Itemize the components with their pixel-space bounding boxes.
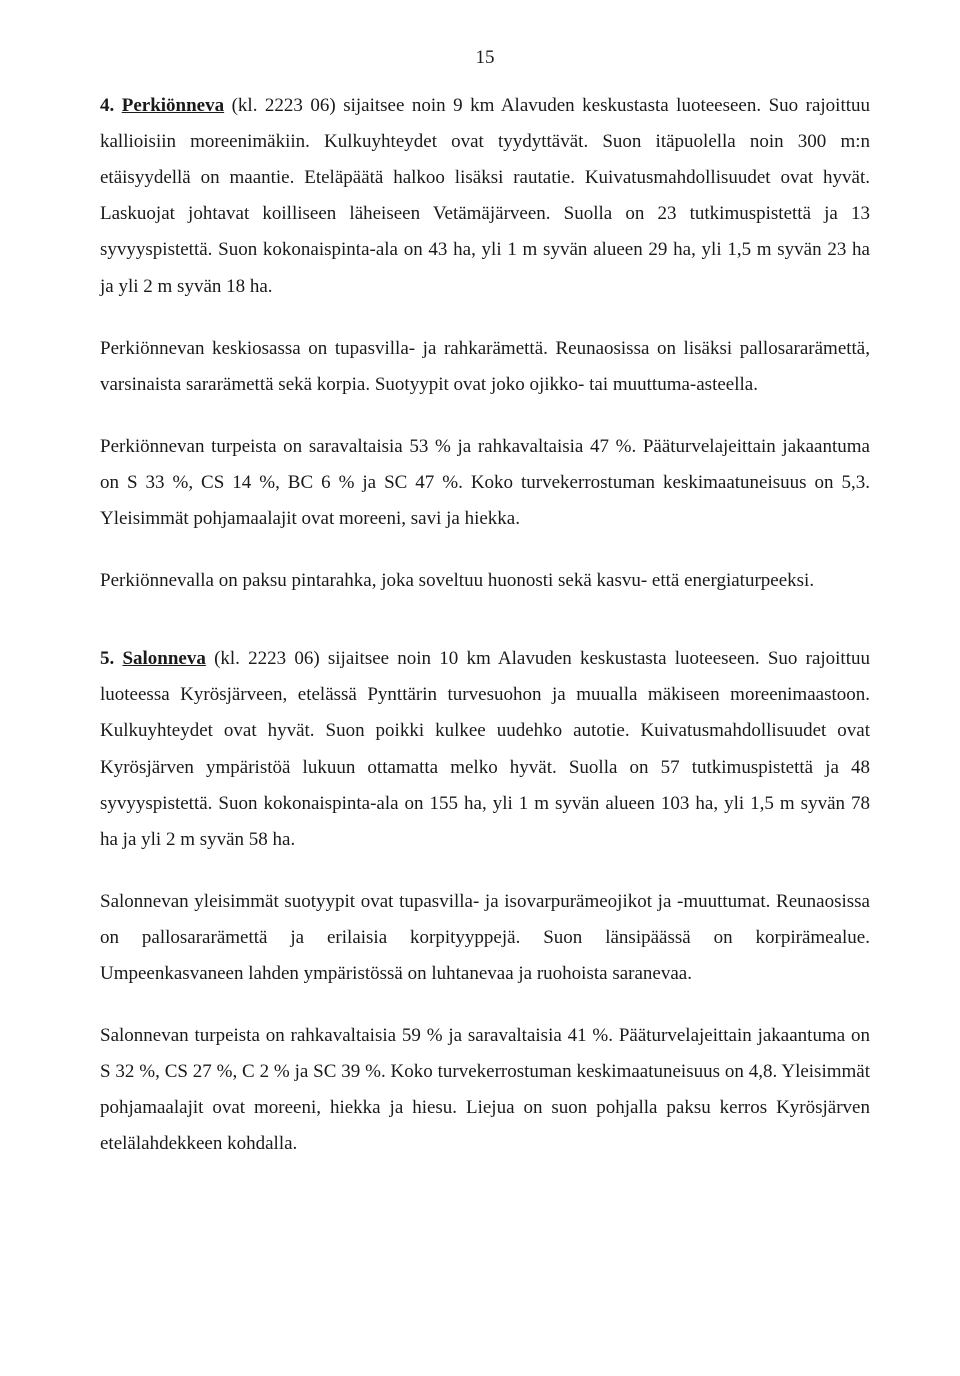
section-lead: 5. [100,648,122,669]
paragraph-text: (kl. 2223 06) sijaitsee noin 9 km Alavud… [100,95,870,296]
section-title-perkionneva: Perkiönneva [122,95,224,116]
paragraph-6: Salonnevan yleisimmät suotyypit ovat tup… [100,884,870,992]
paragraph-2: Perkiönnevan keskiosassa on tupasvilla- … [100,331,870,403]
paragraph-4: Perkiönnevalla on paksu pintarahka, joka… [100,563,870,599]
document-page: 15 4. Perkiönneva (kl. 2223 06) sijaitse… [0,0,960,1376]
section-title-salonneva: Salonneva [122,648,205,669]
paragraph-7: Salonnevan turpeista on rahkavaltaisia 5… [100,1018,870,1162]
page-number: 15 [100,40,870,76]
paragraph-5: 5. Salonneva (kl. 2223 06) sijaitsee noi… [100,641,870,858]
paragraph-text: (kl. 2223 06) sijaitsee noin 10 km Alavu… [100,648,870,849]
paragraph-1: 4. Perkiönneva (kl. 2223 06) sijaitsee n… [100,88,870,305]
paragraph-3: Perkiönnevan turpeista on saravaltaisia … [100,429,870,537]
section-lead: 4. [100,95,122,116]
